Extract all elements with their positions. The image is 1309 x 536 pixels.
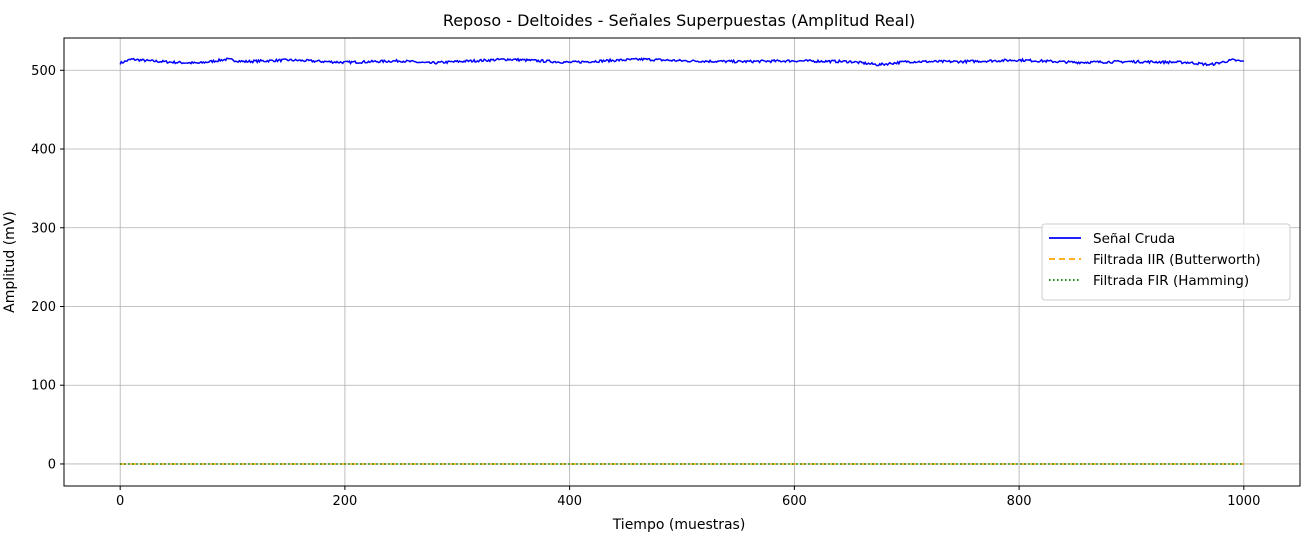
legend-label: Filtrada IIR (Butterworth) (1093, 252, 1261, 268)
x-tick-label: 600 (782, 494, 807, 509)
legend-label: Filtrada FIR (Hamming) (1093, 273, 1249, 289)
x-tick-label: 1000 (1227, 494, 1260, 509)
legend-box (1041, 223, 1291, 301)
x-axis: 0 200 400 600 800 1000 (116, 486, 1260, 509)
plot-area-frame (63, 37, 1301, 487)
y-axis-label: Amplitud (mV) (2, 211, 18, 313)
y-tick-label: 300 (31, 221, 56, 236)
x-axis-label: Tiempo (muestras) (612, 517, 746, 533)
y-axis: 0 100 200 300 400 500 (31, 64, 64, 472)
series-line-0 (119, 57, 1245, 67)
legend-label: Señal Cruda (1093, 231, 1175, 247)
y-tick-label: 100 (31, 379, 56, 394)
x-tick-label: 0 (116, 494, 124, 509)
chart-title: Reposo - Deltoides - Señales Superpuesta… (443, 11, 915, 30)
y-tick-label: 200 (31, 300, 56, 315)
y-tick-label: 400 (31, 143, 56, 158)
y-tick-label: 0 (48, 457, 56, 472)
legend: Señal Cruda Filtrada IIR (Butterworth) Fil… (1041, 223, 1291, 301)
series-layer (119, 57, 1245, 465)
x-tick-label: 200 (332, 494, 357, 509)
x-tick-label: 400 (557, 494, 582, 509)
y-tick-label: 500 (31, 64, 56, 79)
x-tick-label: 800 (1007, 494, 1032, 509)
